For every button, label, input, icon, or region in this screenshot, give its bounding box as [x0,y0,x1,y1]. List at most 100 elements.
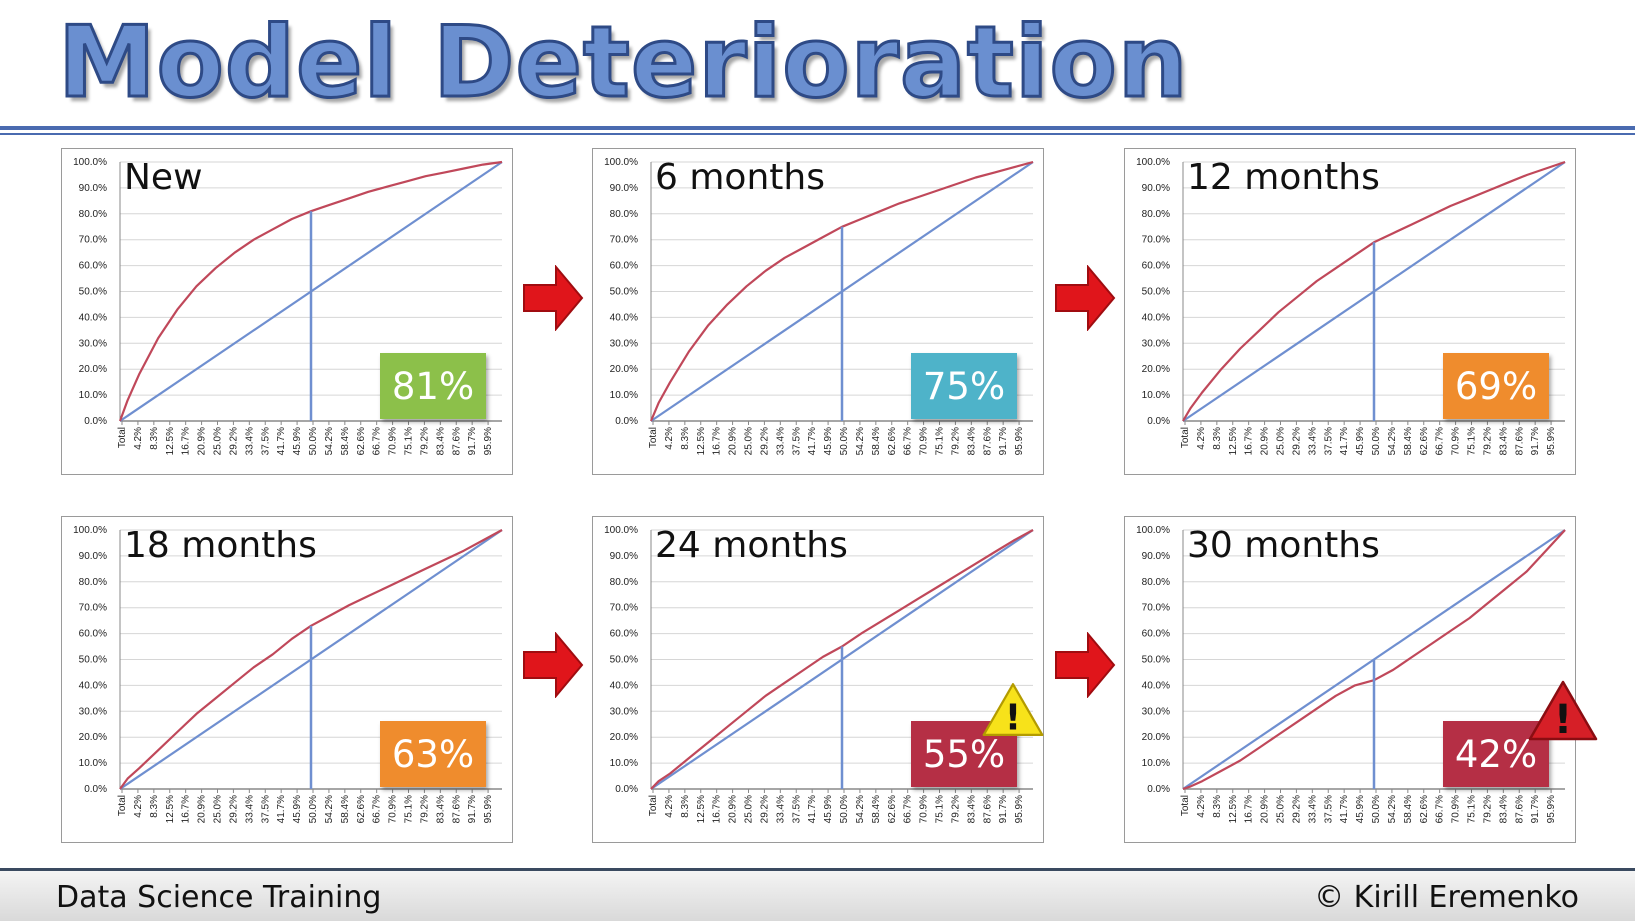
y-tick-label: 60.0% [79,629,107,640]
x-tick-label: 20.9% [197,795,208,823]
x-tick-label: 29.2% [1291,427,1302,455]
x-tick-label: 8.3% [1212,795,1223,818]
x-tick-label: 62.6% [1419,795,1430,823]
x-tick-label: 66.7% [903,795,914,823]
y-tick-label: 20.0% [79,732,107,743]
x-tick-label: 70.9% [1451,427,1462,455]
y-tick-label: 80.0% [79,209,107,220]
y-tick-label: 80.0% [610,209,638,220]
y-tick-label: 0.0% [1147,416,1170,427]
x-tick-label: 66.7% [372,427,383,455]
y-tick-label: 100.0% [604,157,638,168]
x-tick-label: 41.7% [1339,427,1350,455]
x-tick-label: 87.6% [1514,795,1525,823]
x-tick-label: 50.0% [308,795,319,823]
x-tick-label: 58.4% [1403,795,1414,823]
x-tick-label: 16.7% [712,427,723,455]
x-tick-label: 45.9% [1355,427,1366,455]
x-tick-label: 58.4% [340,795,351,823]
chart-panel-6-months: 0.0% 10.0% 20.0% 30.0% 40.0% 50.0% 60.0% 70.0% 8… [592,148,1044,475]
x-tick-label: 41.7% [807,795,818,823]
x-tick-label: 95.9% [1014,795,1025,823]
x-tick-label: 16.7% [181,795,192,823]
y-tick-label: 80.0% [610,577,638,588]
x-tick-label: 62.6% [887,795,898,823]
y-tick-label: 0.0% [84,416,107,427]
warning-icon: ! [982,683,1044,739]
x-tick-label: 33.4% [244,427,255,455]
model-curve-line [649,160,1034,422]
svg-text:!: ! [1554,697,1572,743]
title-divider [0,126,1635,130]
y-tick-label: 20.0% [79,364,107,375]
x-tick-label: 45.9% [1355,795,1366,823]
y-tick-label: 90.0% [79,551,107,562]
x-tick-label: 33.4% [1307,795,1318,823]
x-tick-label: 87.6% [982,795,993,823]
y-tick-label: 100.0% [1136,157,1170,168]
x-tick-label: 91.7% [998,427,1009,455]
y-tick-label: 30.0% [79,338,107,349]
x-tick-label: 25.0% [1276,427,1287,455]
x-tick-label: 95.9% [483,427,494,455]
x-tick-label: 16.7% [1244,795,1255,823]
x-tick-label: 95.9% [1546,427,1557,455]
x-tick-label: 87.6% [1514,427,1525,455]
x-tick-label: 54.2% [324,427,335,455]
x-tick-label: 8.3% [680,795,691,818]
x-tick-label: Total [117,795,128,816]
chart-title: 30 months [1187,525,1380,566]
x-tick-label: 25.0% [744,795,755,823]
x-tick-label: 54.2% [855,427,866,455]
y-tick-label: 70.0% [79,603,107,614]
page-title: Model Deterioration [57,6,1190,120]
x-tick-label: 62.6% [356,795,367,823]
y-tick-label: 30.0% [610,706,638,717]
y-tick-label: 90.0% [1142,183,1170,194]
y-tick-label: 70.0% [1142,235,1170,246]
y-tick-label: 30.0% [1142,706,1170,717]
x-tick-label: 58.4% [1403,427,1414,455]
x-tick-label: 54.2% [1387,427,1398,455]
x-tick-label: 41.7% [1339,795,1350,823]
y-tick-label: 20.0% [610,364,638,375]
y-tick-label: 80.0% [1142,209,1170,220]
x-tick-label: 75.1% [1467,427,1478,455]
x-tick-label: 20.9% [1260,427,1271,455]
y-tick-label: 10.0% [1142,390,1170,401]
chart-panel-12-months: 0.0% 10.0% 20.0% 30.0% 40.0% 50.0% 60.0% 70.0% 8… [1124,148,1576,475]
y-tick-label: 30.0% [1142,338,1170,349]
model-curve-line [1182,160,1566,422]
x-tick-label: 4.2% [664,795,675,818]
x-tick-label: 20.9% [1260,795,1271,823]
y-tick-label: 90.0% [610,551,638,562]
x-tick-label: Total [117,427,128,448]
x-tick-label: 70.9% [919,795,930,823]
y-tick-label: 80.0% [1142,577,1170,588]
x-tick-label: 20.9% [728,427,739,455]
x-tick-label: 33.4% [775,427,786,455]
model-curve-line [650,529,1034,790]
x-tick-label: 91.7% [1530,795,1541,823]
y-tick-label: 50.0% [79,287,107,298]
y-tick-label: 40.0% [79,312,107,323]
x-tick-label: 45.9% [292,427,303,455]
x-tick-label: 45.9% [823,795,834,823]
x-tick-label: 79.2% [950,795,961,823]
chart-title: 18 months [124,525,317,566]
footer-bar [0,871,1635,921]
x-tick-label: 50.0% [839,795,850,823]
x-tick-label: 70.9% [919,427,930,455]
x-tick-label: Total [648,795,659,816]
x-tick-label: 8.3% [149,795,160,818]
y-tick-label: 30.0% [79,706,107,717]
x-tick-label: 16.7% [712,795,723,823]
y-tick-label: 70.0% [79,235,107,246]
x-tick-label: 33.4% [244,795,255,823]
x-tick-label: 70.9% [388,795,399,823]
x-tick-label: 12.5% [165,795,176,823]
x-tick-label: 41.7% [807,427,818,455]
x-tick-label: 16.7% [181,427,192,455]
accuracy-badge: 75% [911,353,1017,419]
y-tick-label: 40.0% [610,312,638,323]
